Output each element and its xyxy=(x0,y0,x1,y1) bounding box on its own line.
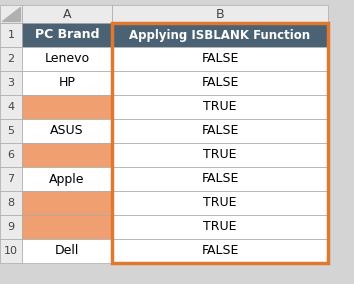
Text: Applying ISBLANK Function: Applying ISBLANK Function xyxy=(130,28,310,41)
Text: HP: HP xyxy=(58,76,75,89)
Bar xyxy=(22,143,112,167)
Text: 9: 9 xyxy=(7,222,15,232)
Bar xyxy=(22,191,112,215)
Bar xyxy=(0,167,22,191)
Bar xyxy=(112,71,328,95)
Text: 2: 2 xyxy=(7,54,15,64)
Text: FALSE: FALSE xyxy=(201,245,239,258)
Bar xyxy=(112,95,328,119)
Text: 3: 3 xyxy=(7,78,15,88)
Bar xyxy=(22,95,112,119)
Text: 1: 1 xyxy=(7,30,15,40)
Bar xyxy=(22,5,112,23)
Bar xyxy=(0,143,22,167)
Bar xyxy=(112,5,328,23)
Text: 4: 4 xyxy=(7,102,15,112)
Bar xyxy=(0,23,22,47)
Text: ASUS: ASUS xyxy=(50,124,84,137)
Bar xyxy=(0,239,22,263)
Text: Dell: Dell xyxy=(55,245,79,258)
Text: FALSE: FALSE xyxy=(201,124,239,137)
Text: Lenevo: Lenevo xyxy=(45,53,90,66)
Bar xyxy=(0,119,22,143)
Bar xyxy=(22,167,112,191)
Bar xyxy=(112,47,328,71)
Text: 6: 6 xyxy=(7,150,15,160)
Text: FALSE: FALSE xyxy=(201,76,239,89)
Bar xyxy=(0,191,22,215)
Text: FALSE: FALSE xyxy=(201,172,239,185)
Bar xyxy=(22,239,112,263)
Text: B: B xyxy=(216,7,224,20)
Text: TRUE: TRUE xyxy=(203,101,237,114)
Text: TRUE: TRUE xyxy=(203,197,237,210)
Text: PC Brand: PC Brand xyxy=(35,28,99,41)
Bar xyxy=(0,71,22,95)
Bar xyxy=(112,143,328,167)
Text: FALSE: FALSE xyxy=(201,53,239,66)
Text: TRUE: TRUE xyxy=(203,220,237,233)
Bar xyxy=(0,47,22,71)
Bar xyxy=(22,47,112,71)
Bar xyxy=(112,23,328,263)
Bar xyxy=(22,23,112,47)
Bar xyxy=(112,23,328,47)
Text: Apple: Apple xyxy=(49,172,85,185)
Bar xyxy=(22,71,112,95)
Bar xyxy=(22,119,112,143)
Bar xyxy=(22,215,112,239)
Text: 7: 7 xyxy=(7,174,15,184)
Bar xyxy=(0,95,22,119)
Bar xyxy=(112,167,328,191)
Text: 8: 8 xyxy=(7,198,15,208)
Text: A: A xyxy=(63,7,71,20)
Bar xyxy=(112,215,328,239)
Polygon shape xyxy=(2,7,20,21)
Bar xyxy=(112,239,328,263)
Bar xyxy=(0,5,22,23)
Text: 10: 10 xyxy=(4,246,18,256)
Text: 5: 5 xyxy=(7,126,15,136)
Bar xyxy=(112,191,328,215)
Text: TRUE: TRUE xyxy=(203,149,237,162)
Bar xyxy=(0,215,22,239)
Bar xyxy=(112,119,328,143)
